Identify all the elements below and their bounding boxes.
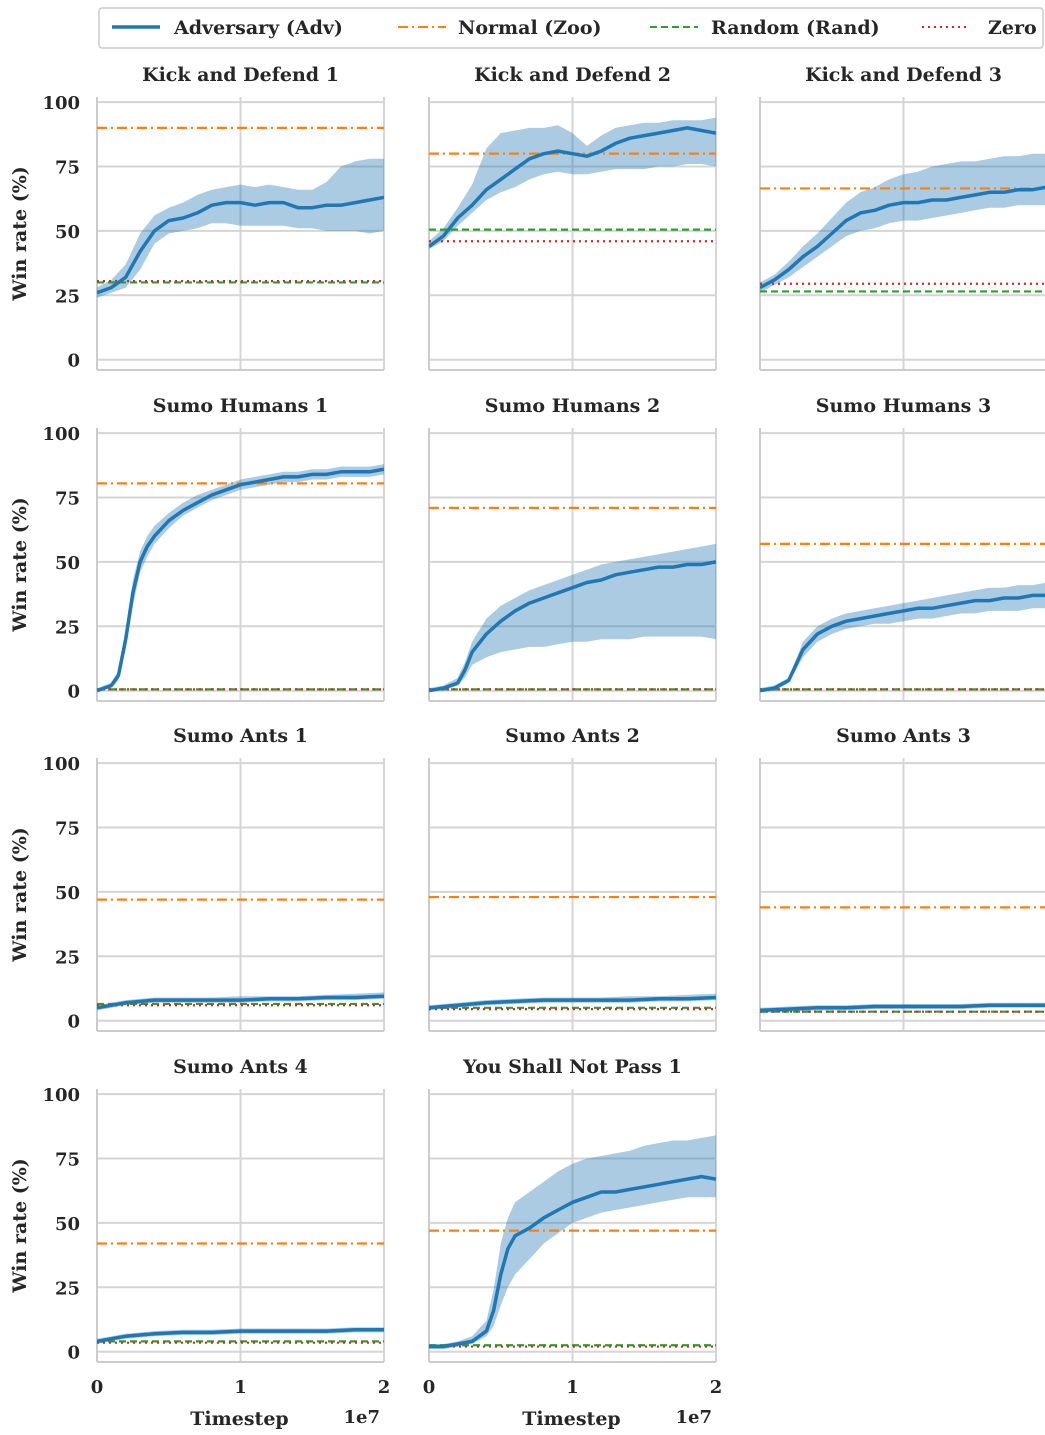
panel-8-series: [429, 895, 716, 1011]
panel-1-title: Kick and Defend 1: [142, 64, 339, 86]
panel-3: Kick and Defend 3: [759, 64, 1045, 371]
panel-1-adv-band: [97, 158, 384, 298]
panel-5-adv-line: [429, 560, 716, 693]
panel-2-adv-band: [429, 117, 716, 249]
panel-1-ylabel: Win rate (%): [9, 166, 31, 301]
panel-10-x-offset: 1e7: [343, 1407, 380, 1428]
panel-10-series: [97, 1242, 384, 1344]
panel-8-title: Sumo Ants 2: [505, 725, 640, 747]
panel-1-ytick-75: 75: [55, 158, 80, 179]
panel-4-ytick-0: 0: [67, 682, 80, 703]
panel-2-adv-line: [429, 126, 716, 248]
panel-3-title: Kick and Defend 3: [805, 64, 1002, 86]
legend: Adversary (Adv) Normal (Zoo) Random (Ran…: [98, 7, 1044, 49]
panel-10-xtick-1: 1: [234, 1377, 247, 1398]
panel-8-adv-line: [429, 995, 716, 1010]
panel-8: Sumo Ants 2: [428, 725, 717, 1032]
panel-5-title: Sumo Humans 2: [485, 395, 660, 417]
panel-6-title: Sumo Humans 3: [816, 395, 991, 417]
panel-7: Sumo Ants 1 0 25 50 75 100 Win rate (%): [9, 725, 385, 1033]
panel-11-adv-line: [429, 1174, 716, 1349]
panel-5-adv-band: [429, 543, 716, 691]
legend-box: [98, 7, 1044, 49]
panel-11-adv-band: [429, 1135, 716, 1350]
panel-2: Kick and Defend 2: [428, 64, 717, 371]
panel-10-ytick-100: 100: [42, 1085, 80, 1106]
legend-label-zero: Zero: [988, 17, 1037, 39]
panel-1-ytick-50: 50: [55, 222, 80, 243]
panel-3-series: [760, 153, 1045, 293]
panel-4-ylabel: Win rate (%): [9, 497, 31, 632]
panel-9-adv-line: [760, 1003, 1045, 1013]
panel-2-series: [429, 117, 716, 249]
panel-1-ytick-0: 0: [67, 351, 80, 372]
panel-11-title: You Shall Not Pass 1: [462, 1056, 682, 1078]
panel-7-title: Sumo Ants 1: [173, 725, 308, 747]
legend-label-adv: Adversary (Adv): [173, 17, 343, 39]
panel-11-x-offset: 1e7: [675, 1407, 712, 1428]
panel-6: Sumo Humans 3: [759, 395, 1045, 702]
panel-7-ytick-100: 100: [42, 754, 80, 775]
panel-10-ytick-50: 50: [55, 1214, 80, 1235]
panel-4-ytick-75: 75: [55, 489, 80, 510]
panel-4-adv-line: [97, 467, 384, 693]
panel-7-series: [97, 898, 384, 1011]
panel-10: Sumo Ants 4 0 25 50 75 100 Win rate (%) 0 1 2 Time…: [9, 1056, 390, 1430]
panel-11-xtick-0: 0: [423, 1377, 436, 1398]
panel-6-series: [760, 542, 1045, 693]
panel-2-title: Kick and Defend 2: [474, 64, 671, 86]
panel-1-ytick-25: 25: [55, 286, 80, 307]
panel-6-adv-band: [760, 582, 1045, 691]
panel-10-xtick-0: 0: [91, 1377, 104, 1398]
panel-9-title: Sumo Ants 3: [836, 725, 971, 747]
panel-11-series: [429, 1135, 716, 1350]
panel-11-xtick-1: 1: [566, 1377, 579, 1398]
panel-4-ytick-25: 25: [55, 617, 80, 638]
panel-3-adv-line: [760, 185, 1045, 290]
panel-1-series: [97, 126, 384, 298]
panel-9: Sumo Ants 3: [759, 725, 1045, 1032]
panel-1: Kick and Defend 1 0 25 50 75 100 Win rate (%): [9, 64, 385, 372]
panel-4-ytick-50: 50: [55, 553, 80, 574]
panel-4-series: [97, 464, 384, 693]
panel-6-adv-line: [760, 593, 1045, 693]
panel-10-adv-line: [97, 1328, 384, 1344]
panel-10-ytick-25: 25: [55, 1278, 80, 1299]
panel-7-adv-line: [97, 994, 384, 1010]
panel-11: You Shall Not Pass 1 0 1 2 Timestep 1e7: [423, 1056, 723, 1430]
panel-7-ytick-75: 75: [55, 819, 80, 840]
panel-10-title: Sumo Ants 4: [173, 1056, 308, 1078]
panel-5: Sumo Humans 2: [428, 395, 717, 702]
panel-10-ytick-75: 75: [55, 1150, 80, 1171]
panel-7-ylabel: Win rate (%): [9, 827, 31, 962]
panel-10-ytick-0: 0: [67, 1343, 80, 1364]
panel-4-title: Sumo Humans 1: [153, 395, 328, 417]
legend-label-zoo: Normal (Zoo): [458, 17, 602, 39]
panel-4-ytick-100: 100: [42, 424, 80, 445]
panel-10-xtick-2: 2: [378, 1377, 391, 1398]
panel-3-adv-band: [760, 153, 1045, 293]
panel-11-xlabel: Timestep: [522, 1408, 620, 1430]
panel-10-ylabel: Win rate (%): [9, 1158, 31, 1293]
panel-11-xtick-2: 2: [710, 1377, 723, 1398]
panel-1-ytick-100: 100: [42, 93, 80, 114]
panel-10-xlabel: Timestep: [190, 1408, 288, 1430]
panel-7-ytick-0: 0: [67, 1012, 80, 1033]
panel-7-ytick-25: 25: [55, 947, 80, 968]
panel-7-ytick-50: 50: [55, 883, 80, 904]
legend-label-rand: Random (Rand): [711, 17, 880, 39]
panel-9-series: [760, 906, 1045, 1013]
panel-1-adv-line: [97, 195, 384, 295]
panel-4: Sumo Humans 1 0 25 50 75 100 Win rate (%): [9, 395, 385, 703]
panel-5-series: [429, 506, 716, 693]
